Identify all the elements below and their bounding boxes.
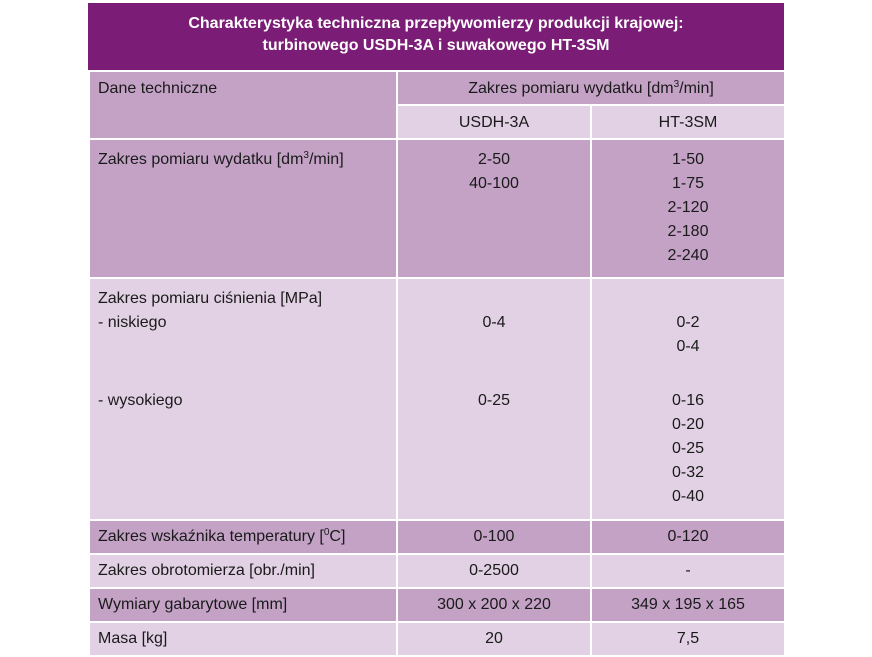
cell-mass-ht: 7,5: [589, 621, 787, 657]
row-label-pressure: Zakres pomiaru ciśnienia [MPa] - niskieg…: [88, 277, 398, 521]
cell-flow-usdh: 2-50 40-100: [396, 138, 592, 279]
temperature-label-unit: C]: [329, 528, 346, 545]
row-label-dimensions: Wymiary gabarytowe [mm]: [88, 587, 398, 623]
subheader-row: USDH-3A HT-3SM: [89, 104, 787, 140]
cell-dimensions-ht: 349 x 195 x 165: [589, 587, 787, 623]
row-label-tachometer: Zakres obrotomierza [obr./min]: [88, 553, 398, 589]
subheader-ht: HT-3SM: [589, 104, 787, 140]
pressure-high-label: - wysokiego: [98, 392, 183, 409]
temperature-label-text: Zakres wskaźnika temperatury [: [98, 528, 324, 545]
table-title: Charakterystyka techniczna przepływomier…: [88, 3, 784, 70]
header-zakres-unit: /min]: [679, 80, 714, 97]
pressure-ht-low: 0-4: [676, 338, 700, 355]
header-cell-dane: Dane techniczne: [88, 70, 398, 140]
cell-pressure-usdh: 0-4 0-25: [396, 277, 592, 521]
pressure-label: Zakres pomiaru ciśnienia [MPa]: [98, 290, 323, 307]
pressure-ht-high: 0-25: [671, 440, 705, 457]
row-label-temperature: Zakres wskaźnika temperatury [0C]: [88, 519, 398, 555]
pressure-usdh-high: 0-25: [477, 392, 511, 409]
table-row-tachometer: Zakres obrotomierza [obr./min] 0-2500 -: [88, 553, 787, 589]
cell-mass-usdh: 20: [396, 621, 592, 657]
flow-ht-value: 2-120: [667, 199, 709, 216]
cell-flow-ht: 1-50 1-75 2-120 2-180 2-240: [589, 138, 787, 279]
flow-ht-value: 1-75: [671, 175, 705, 192]
header-zakres-text: Zakres pomiaru wydatku [dm: [468, 80, 674, 97]
spec-table-container: Charakterystyka techniczna przepływomier…: [88, 3, 787, 657]
table-row-temperature: Zakres wskaźnika temperatury [0C] 0-100 …: [88, 519, 787, 555]
table-row-dimensions: Wymiary gabarytowe [mm] 300 x 200 x 220 …: [88, 587, 787, 623]
flow-ht-value: 2-180: [667, 223, 709, 240]
cell-temperature-ht: 0-120: [589, 519, 787, 555]
pressure-ht-low: 0-2: [676, 314, 700, 331]
cell-dimensions-usdh: 300 x 200 x 220: [396, 587, 592, 623]
pressure-ht-high: 0-40: [671, 488, 705, 505]
flow-ht-value: 1-50: [671, 151, 705, 168]
header-row: Dane techniczne Zakres pomiaru wydatku […: [88, 70, 787, 140]
title-line-2: turbinowego USDH-3A i suwakowego HT-3SM: [262, 37, 610, 54]
flow-usdh-value: 2-50: [477, 151, 511, 168]
pressure-ht-high: 0-16: [671, 392, 705, 409]
flow-label-sup: 3: [303, 150, 309, 161]
subheader-usdh: USDH-3A: [396, 104, 592, 140]
row-label-flow: Zakres pomiaru wydatku [dm3/min]: [88, 138, 398, 279]
header-zakres-sup: 3: [673, 79, 680, 90]
pressure-usdh-low: 0-4: [482, 314, 506, 331]
pressure-low-label: - niskiego: [98, 314, 167, 331]
title-line-1: Charakterystyka techniczna przepływomier…: [188, 15, 684, 32]
cell-pressure-ht: 0-2 0-4 0-16 0-20 0-25 0-32 0-40: [589, 277, 787, 521]
cell-tachometer-ht: -: [589, 553, 787, 589]
flow-usdh-value: 40-100: [469, 175, 519, 192]
flow-label-unit: /min]: [308, 151, 344, 168]
cell-tachometer-usdh: 0-2500: [396, 553, 592, 589]
cell-temperature-usdh: 0-100: [396, 519, 592, 555]
table-row-mass: Masa [kg] 20 7,5: [88, 621, 787, 657]
flow-label-text: Zakres pomiaru wydatku [dm: [98, 151, 304, 168]
pressure-ht-high: 0-32: [671, 464, 705, 481]
header-cell-zakres: Zakres pomiaru wydatku [dm3/min]: [395, 70, 787, 106]
spec-table: Dane techniczne Zakres pomiaru wydatku […: [88, 70, 787, 657]
row-label-mass: Masa [kg]: [88, 621, 398, 657]
pressure-ht-high: 0-20: [671, 416, 705, 433]
temperature-label-sup: 0: [323, 527, 330, 538]
table-row-pressure: Zakres pomiaru ciśnienia [MPa] - niskieg…: [88, 277, 787, 521]
header-dane-label: Dane techniczne: [98, 80, 218, 97]
table-row-flow: Zakres pomiaru wydatku [dm3/min] 2-50 40…: [88, 138, 787, 279]
flow-ht-value: 2-240: [667, 247, 709, 264]
